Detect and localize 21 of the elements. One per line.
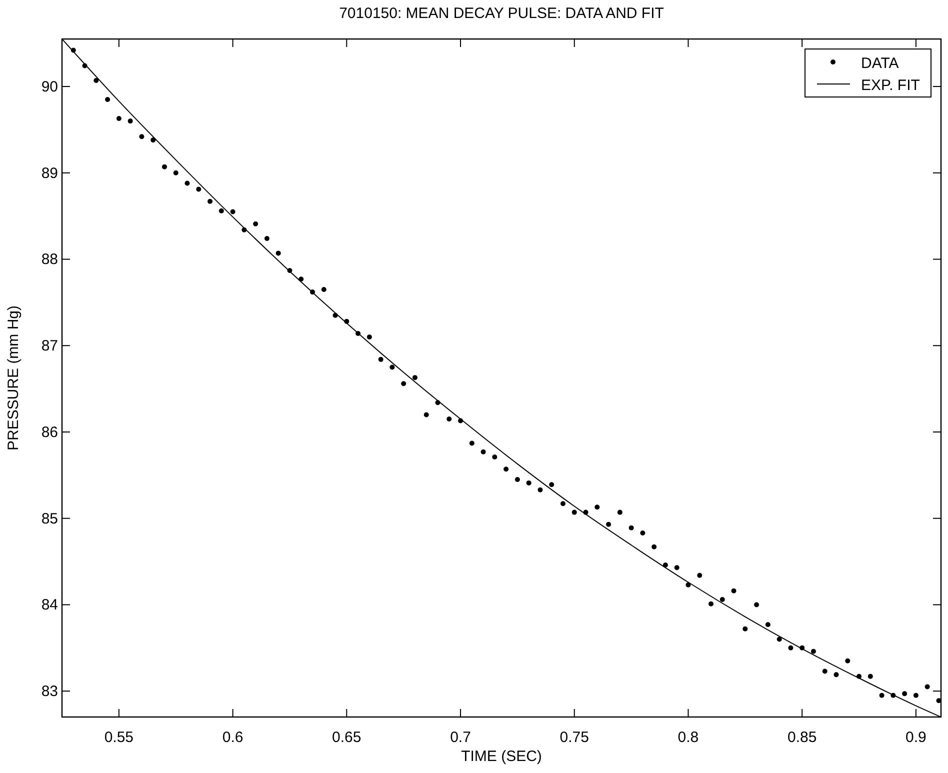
y-axis-title: PRESSURE (mm Hg) xyxy=(5,305,22,451)
x-axis-title: TIME (SEC) xyxy=(461,748,542,765)
x-tick-label: 0.65 xyxy=(332,729,362,746)
x-tick-label: 0.7 xyxy=(450,729,471,746)
y-tick-label: 85 xyxy=(41,510,58,528)
x-tick-label: 0.9 xyxy=(906,729,926,746)
legend-label: DATA xyxy=(861,55,899,72)
y-tick-label: 83 xyxy=(41,683,58,700)
x-tick-label: 0.55 xyxy=(104,729,134,746)
x-tick-label: 0.8 xyxy=(678,729,699,746)
y-tick-label: 87 xyxy=(41,338,58,355)
legend-label: EXP. FIT xyxy=(861,77,920,94)
y-tick-label: 89 xyxy=(41,164,58,182)
y-tick-label: 86 xyxy=(41,424,58,441)
y-tick-label: 88 xyxy=(41,251,58,268)
x-tick-label: 0.85 xyxy=(787,729,817,746)
x-tick-label: 0.6 xyxy=(222,729,244,746)
y-tick-label: 90 xyxy=(41,78,58,96)
chart-title: 7010150: MEAN DECAY PULSE: DATA AND FIT xyxy=(339,5,664,22)
x-tick-label: 0.75 xyxy=(560,729,589,746)
y-tick-label: 84 xyxy=(41,596,58,614)
